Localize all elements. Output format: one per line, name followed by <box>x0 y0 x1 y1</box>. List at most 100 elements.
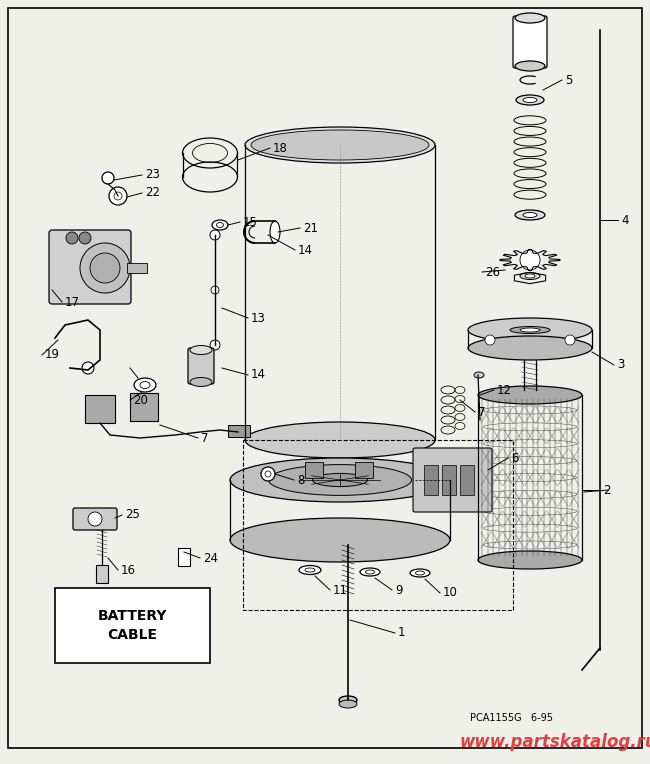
Bar <box>460 465 474 495</box>
Circle shape <box>82 362 94 374</box>
Text: www.partskatalog.ru: www.partskatalog.ru <box>460 733 650 751</box>
Ellipse shape <box>478 386 582 404</box>
Text: PCA1155G   6-95: PCA1155G 6-95 <box>470 713 553 723</box>
Circle shape <box>80 243 130 293</box>
Ellipse shape <box>478 551 582 569</box>
Bar <box>130 393 158 421</box>
Circle shape <box>265 471 271 477</box>
FancyBboxPatch shape <box>513 16 547 68</box>
Text: 7: 7 <box>201 432 209 445</box>
Text: 5: 5 <box>565 73 573 86</box>
Circle shape <box>210 230 220 240</box>
FancyBboxPatch shape <box>49 230 131 304</box>
Bar <box>228 425 250 437</box>
Text: 25: 25 <box>125 509 140 522</box>
Ellipse shape <box>520 328 540 332</box>
Text: 18: 18 <box>273 141 288 154</box>
Ellipse shape <box>245 422 435 458</box>
Text: 6: 6 <box>511 452 519 465</box>
Ellipse shape <box>339 700 357 708</box>
Ellipse shape <box>525 274 535 278</box>
Ellipse shape <box>190 345 212 354</box>
Ellipse shape <box>468 336 592 360</box>
FancyBboxPatch shape <box>73 508 117 530</box>
Ellipse shape <box>520 273 540 280</box>
Ellipse shape <box>140 381 150 389</box>
Text: 22: 22 <box>145 186 160 199</box>
Circle shape <box>102 172 114 184</box>
Text: 20: 20 <box>133 393 148 406</box>
Text: 10: 10 <box>443 587 458 600</box>
Text: 21: 21 <box>303 222 318 235</box>
Text: 7: 7 <box>478 406 486 419</box>
Text: 11: 11 <box>333 584 348 597</box>
Bar <box>305 462 323 478</box>
Text: 19: 19 <box>45 348 60 361</box>
Text: 24: 24 <box>203 552 218 565</box>
Text: 26: 26 <box>485 266 500 279</box>
FancyBboxPatch shape <box>413 448 492 512</box>
Ellipse shape <box>245 127 435 163</box>
Bar <box>178 548 190 566</box>
Ellipse shape <box>410 569 430 577</box>
Text: 17: 17 <box>65 296 80 309</box>
Ellipse shape <box>305 568 315 572</box>
Circle shape <box>261 467 275 481</box>
Ellipse shape <box>230 458 450 502</box>
Circle shape <box>114 192 122 200</box>
Circle shape <box>88 512 102 526</box>
Ellipse shape <box>516 95 544 105</box>
Bar <box>442 465 456 495</box>
Bar <box>127 263 147 273</box>
Bar <box>355 462 373 478</box>
Text: 23: 23 <box>145 169 160 182</box>
Text: 12: 12 <box>497 384 512 397</box>
Text: 8: 8 <box>297 474 304 487</box>
Ellipse shape <box>523 212 537 218</box>
Ellipse shape <box>268 465 411 495</box>
Ellipse shape <box>515 13 545 23</box>
Circle shape <box>90 253 120 283</box>
Ellipse shape <box>212 220 228 230</box>
Circle shape <box>66 232 78 244</box>
Text: 13: 13 <box>251 312 266 325</box>
Text: BATTERY
CABLE: BATTERY CABLE <box>98 609 167 643</box>
Ellipse shape <box>468 318 592 342</box>
Ellipse shape <box>299 565 321 575</box>
Text: 3: 3 <box>617 358 625 371</box>
Circle shape <box>210 340 220 350</box>
Text: 4: 4 <box>621 213 629 226</box>
Ellipse shape <box>339 696 357 704</box>
Ellipse shape <box>515 210 545 220</box>
Bar <box>424 465 438 495</box>
Text: 2: 2 <box>603 484 610 497</box>
Bar <box>55 588 210 663</box>
Ellipse shape <box>515 61 545 71</box>
Ellipse shape <box>313 474 367 487</box>
Ellipse shape <box>270 221 280 243</box>
Circle shape <box>109 187 127 205</box>
Text: 15: 15 <box>243 215 258 228</box>
Ellipse shape <box>230 518 450 562</box>
Ellipse shape <box>510 326 550 334</box>
Circle shape <box>211 286 219 294</box>
FancyBboxPatch shape <box>96 565 108 583</box>
Circle shape <box>485 335 495 345</box>
Circle shape <box>79 232 91 244</box>
Text: 16: 16 <box>121 564 136 577</box>
Text: 1: 1 <box>398 626 406 639</box>
Ellipse shape <box>365 570 374 574</box>
Ellipse shape <box>216 222 224 228</box>
Ellipse shape <box>251 130 429 160</box>
Ellipse shape <box>415 571 424 575</box>
Ellipse shape <box>360 568 380 576</box>
Ellipse shape <box>134 378 156 392</box>
Circle shape <box>565 335 575 345</box>
Circle shape <box>520 250 540 270</box>
Ellipse shape <box>190 377 212 387</box>
Text: 9: 9 <box>395 584 402 597</box>
Text: 14: 14 <box>298 244 313 257</box>
Bar <box>243 440 513 610</box>
Bar <box>85 395 115 423</box>
Ellipse shape <box>523 98 537 102</box>
